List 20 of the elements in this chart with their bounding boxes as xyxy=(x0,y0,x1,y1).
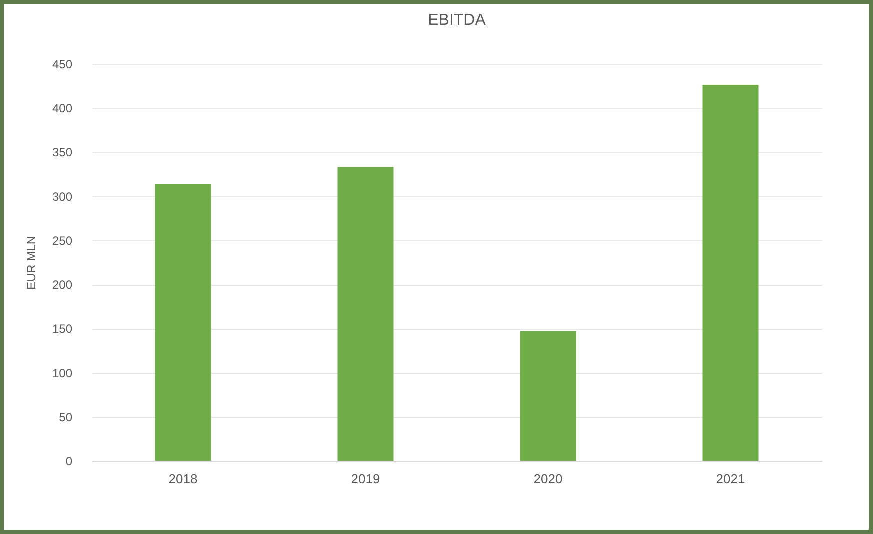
x-tick-label: 2019 xyxy=(351,472,380,486)
y-tick-label: 300 xyxy=(52,190,73,204)
y-tick-label: 0 xyxy=(66,454,73,468)
y-tick-label: 200 xyxy=(52,278,73,292)
y-tick-label: 400 xyxy=(52,102,73,116)
bar xyxy=(155,184,212,461)
y-tick-label: 250 xyxy=(52,234,73,248)
chart-title: EBITDA xyxy=(428,12,486,29)
y-tick-label: 50 xyxy=(59,410,73,424)
y-tick-label: 450 xyxy=(52,58,73,72)
y-tick-label: 350 xyxy=(52,146,73,160)
y-tick-label: 150 xyxy=(52,322,73,336)
bar xyxy=(702,85,759,461)
x-tick-label: 2020 xyxy=(534,472,563,486)
x-tick-label: 2021 xyxy=(716,472,746,486)
bar xyxy=(338,167,394,461)
y-axis-title: EUR MLN xyxy=(24,236,38,290)
x-tick-label: 2018 xyxy=(168,472,198,486)
y-tick-label: 100 xyxy=(52,366,73,380)
bar xyxy=(520,331,576,461)
